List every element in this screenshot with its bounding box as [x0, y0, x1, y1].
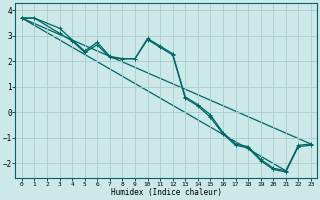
X-axis label: Humidex (Indice chaleur): Humidex (Indice chaleur) — [111, 188, 222, 197]
